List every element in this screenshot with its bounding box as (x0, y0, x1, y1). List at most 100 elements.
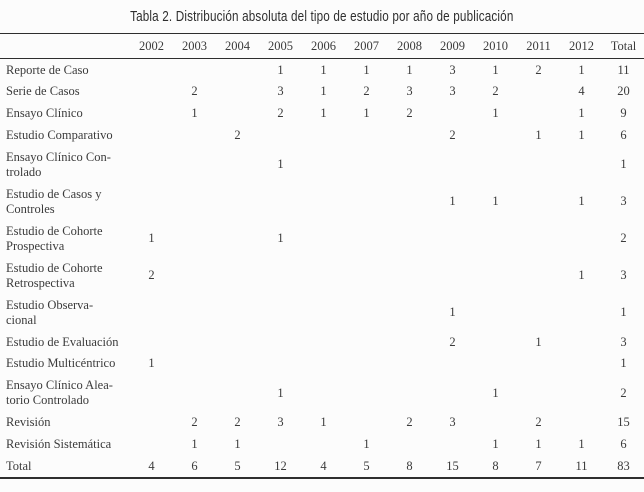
cell-value: 1 (277, 62, 284, 77)
row-label: Revisión (6, 415, 51, 429)
row-label: Total (6, 458, 32, 473)
cell-value (345, 124, 388, 146)
cell-value (216, 183, 259, 220)
cell-value: 2 (234, 415, 241, 429)
cell-value (130, 81, 173, 103)
cell-value (345, 183, 388, 220)
cell-value: 1 (191, 436, 198, 451)
row-label: Revisión Sistemática (6, 436, 112, 451)
cell-value (560, 353, 603, 375)
cell-value: 1 (578, 62, 585, 77)
cell-value: 6 (620, 436, 627, 451)
column-header-2009: 2009 (440, 39, 465, 53)
column-header-2002: 2002 (139, 39, 164, 53)
cell-value (474, 220, 517, 257)
cell-value: 15 (446, 458, 459, 473)
cell-value (173, 59, 216, 81)
cell-value: 1 (277, 385, 284, 400)
cell-value (302, 331, 345, 353)
cell-value (173, 331, 216, 353)
cell-value (302, 375, 345, 412)
cell-value (345, 257, 388, 294)
table-row: Estudio de Cohorte Prospectiva 1 1 2 (0, 220, 644, 257)
cell-value (431, 103, 474, 125)
study-distribution-table: 2002 2003 2004 2005 2006 2007 2008 2009 2010 2011… (0, 33, 644, 479)
cell-value (388, 294, 431, 331)
cell-value (345, 220, 388, 257)
cell-value (130, 183, 173, 220)
cell-value (517, 353, 560, 375)
cell-value (216, 331, 259, 353)
cell-value (474, 353, 517, 375)
cell-value: 2 (363, 84, 370, 99)
cell-value: 1 (320, 415, 327, 429)
cell-value: 6 (620, 127, 627, 142)
cell-value (130, 294, 173, 331)
cell-value: 2 (535, 62, 542, 77)
cell-value (173, 353, 216, 375)
row-label: Estudio de Cohorte Prospectiva (6, 223, 103, 253)
cell-value (517, 183, 560, 220)
cell-value (130, 433, 173, 455)
cell-value: 1 (363, 436, 370, 451)
cell-value: 1 (620, 305, 627, 320)
column-header-2004: 2004 (225, 39, 250, 53)
cell-value (216, 257, 259, 294)
cell-value (345, 294, 388, 331)
table-row: Estudio de Cohorte Retrospectiva 2 1 3 (0, 257, 644, 294)
cell-value (216, 59, 259, 81)
cell-value (474, 146, 517, 183)
cell-value: 3 (620, 194, 627, 209)
column-header-2010: 2010 (483, 39, 508, 53)
cell-value: 4 (578, 84, 585, 99)
row-label: Estudio de Casos y Controles (6, 186, 102, 216)
table-row: Reporte de Caso 1 1 1 1 3 1 2 1 11 (0, 59, 644, 81)
cell-value: 11 (617, 62, 630, 77)
cell-value (388, 257, 431, 294)
cell-value (560, 220, 603, 257)
cell-value (216, 220, 259, 257)
row-label: Estudio Observa- cional (6, 297, 94, 327)
column-header-2006: 2006 (311, 39, 336, 53)
cell-value: 2 (191, 415, 198, 429)
row-label: Ensayo Clínico Con- trolado (6, 149, 111, 179)
row-label: Estudio Comparativo (6, 127, 113, 142)
cell-value: 3 (449, 62, 456, 77)
cell-value (173, 375, 216, 412)
cell-value (302, 294, 345, 331)
column-header-2007: 2007 (354, 39, 379, 53)
cell-value (259, 257, 302, 294)
cell-value: 3 (449, 84, 456, 99)
cell-value: 2 (234, 127, 241, 142)
cell-value (388, 433, 431, 455)
cell-value (173, 294, 216, 331)
cell-value (431, 433, 474, 455)
cell-value: 11 (575, 458, 588, 473)
cell-value: 1 (492, 194, 499, 209)
cell-value: 5 (363, 458, 370, 473)
cell-value: 83 (617, 458, 630, 473)
cell-value (130, 331, 173, 353)
table-row: Estudio Comparativo 2 2 1 1 6 (0, 124, 644, 146)
cell-value (216, 375, 259, 412)
cell-value: 1 (363, 62, 370, 77)
cell-value (173, 220, 216, 257)
cell-value: 1 (492, 106, 499, 120)
table-row: Estudio Observa- cional 1 1 (0, 294, 644, 331)
cell-value (302, 433, 345, 455)
cell-value (388, 353, 431, 375)
cell-value: 1 (492, 62, 499, 77)
cell-value: 2 (449, 127, 456, 142)
cell-value: 1 (578, 436, 585, 451)
cell-value (216, 294, 259, 331)
cell-value: 1 (320, 84, 327, 99)
cell-value: 2 (620, 231, 627, 246)
cell-value: 4 (148, 458, 155, 473)
cell-value (130, 412, 173, 434)
cell-value: 1 (320, 62, 327, 77)
cell-value (517, 375, 560, 412)
cell-value (431, 353, 474, 375)
cell-value: 2 (449, 334, 456, 349)
cell-value: 5 (234, 458, 241, 473)
cell-value (388, 220, 431, 257)
